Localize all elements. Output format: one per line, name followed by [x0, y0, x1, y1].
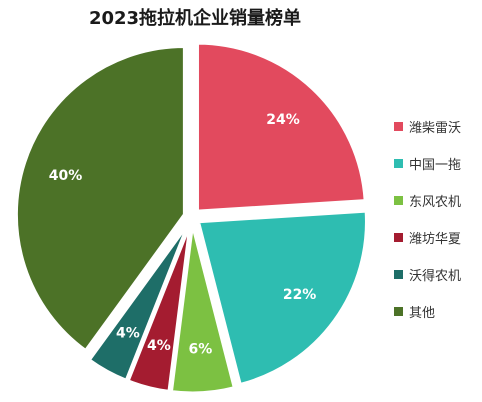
- legend-item: 东风农机: [394, 190, 480, 210]
- pie-slice-6: [14, 45, 186, 353]
- legend-item: 潍柴雷沃: [394, 116, 480, 136]
- legend-label: 东风农机: [409, 194, 462, 210]
- slice-data-label: 40%: [49, 168, 83, 184]
- pie-slice-4: [126, 224, 192, 394]
- slice-data-label: 4%: [147, 338, 171, 354]
- slice-data-label: 4%: [116, 326, 140, 342]
- legend-item: 其他: [394, 301, 480, 321]
- legend-swatch: [394, 269, 403, 279]
- legend-item: 潍坊华夏: [394, 227, 480, 247]
- legend-item: 中国一拖: [394, 153, 480, 173]
- legend-swatch: [394, 232, 403, 242]
- legend-label: 潍坊华夏: [409, 231, 462, 247]
- pie-slice-1: [195, 41, 367, 213]
- legend-label: 沃得农机: [409, 268, 462, 284]
- legend-label: 潍柴雷沃: [409, 120, 462, 136]
- legend-item: 沃得农机: [394, 264, 480, 284]
- slice-data-label: 6%: [188, 342, 212, 358]
- slice-data-label: 24%: [266, 112, 300, 128]
- legend-label: 中国一拖: [409, 157, 462, 173]
- pie-slice-2: [196, 209, 368, 387]
- chart-legend: 潍柴雷沃中国一拖东风农机潍坊华夏沃得农机其他: [394, 116, 480, 338]
- legend-swatch: [394, 195, 403, 205]
- legend-swatch: [394, 158, 403, 168]
- pie-slice-5: [87, 223, 190, 383]
- chart-title: 2023拖拉机企业销量榜单: [88, 8, 302, 29]
- legend-label: 其他: [409, 305, 436, 321]
- slice-data-label: 22%: [283, 287, 317, 303]
- legend-swatch: [394, 121, 403, 131]
- legend-swatch: [394, 306, 403, 316]
- pie-slice-3: [169, 224, 237, 395]
